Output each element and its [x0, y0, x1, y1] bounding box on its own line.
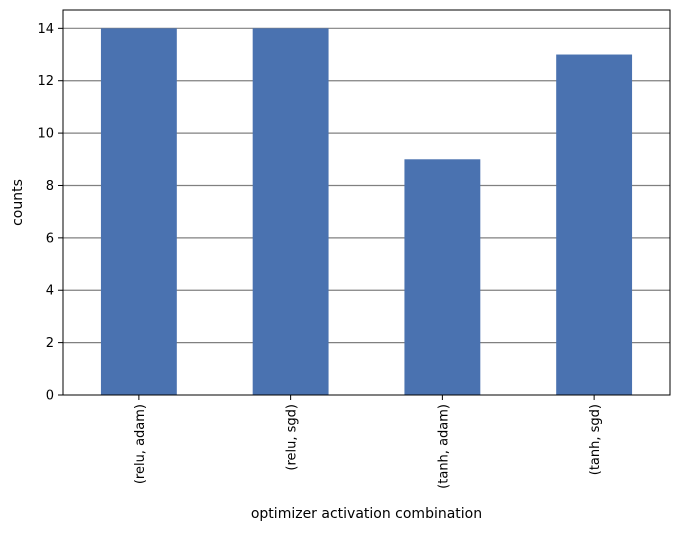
y-tick-label: 12	[37, 74, 54, 89]
y-tick-label: 14	[37, 22, 54, 37]
y-axis-ticks: 0 2 4 6 8 10 12 14	[37, 22, 63, 404]
x-tick-label: (tanh, sgd)	[588, 404, 603, 475]
y-tick-label: 6	[46, 231, 54, 246]
y-axis-label: counts	[10, 179, 26, 226]
x-tick-label: (relu, adam)	[133, 404, 148, 484]
y-tick-label: 10	[37, 127, 54, 142]
bar	[100, 28, 177, 395]
y-tick-label: 2	[46, 336, 54, 351]
bar	[404, 159, 481, 395]
y-tick-label: 0	[46, 389, 54, 404]
plot-frame	[62, 9, 671, 396]
bars	[100, 28, 633, 396]
bar	[556, 54, 633, 396]
y-tick-label: 8	[46, 179, 54, 194]
x-axis-label: optimizer activation combination	[251, 506, 482, 522]
bar	[252, 28, 329, 395]
x-axis-ticks: (relu, adam) (relu, sgd) (tanh, adam) (tanh…	[133, 395, 603, 489]
y-tick-label: 4	[46, 284, 54, 299]
x-tick-label: (relu, sgd)	[285, 404, 300, 471]
x-tick-label: (tanh, adam)	[436, 404, 451, 489]
